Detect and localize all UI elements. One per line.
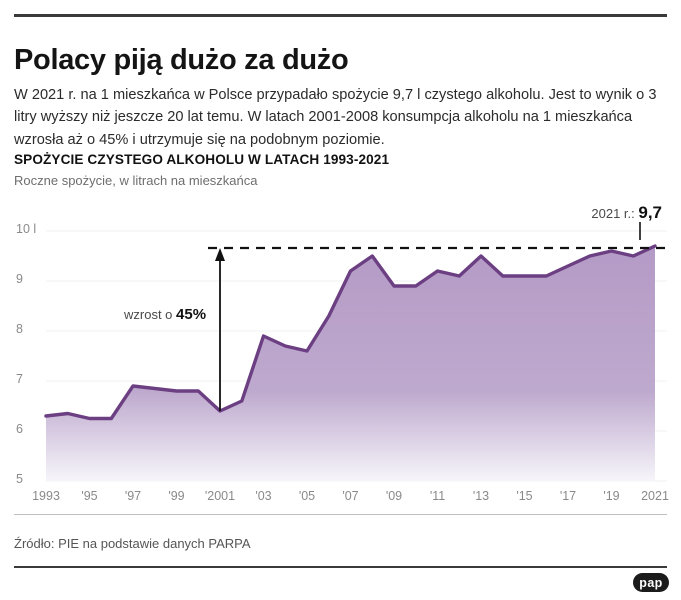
y-axis-label: 9 — [16, 272, 23, 286]
x-axis-label: '95 — [81, 489, 98, 503]
last-value-annotation: 2021 r.: 9,7 — [591, 203, 662, 223]
top-divider — [14, 14, 667, 17]
y-axis-label: 6 — [16, 422, 23, 436]
x-axis-label: '11 — [429, 489, 446, 503]
x-axis-label: '15 — [516, 489, 533, 503]
growth-annotation-prefix: wzrost o — [124, 307, 177, 322]
page-title: Polacy piją dużo za dużo — [14, 44, 349, 77]
x-axis-label: '99 — [168, 489, 185, 503]
x-axis-label: '13 — [472, 489, 490, 503]
area-fill — [46, 246, 655, 481]
y-axis-label: 8 — [16, 322, 23, 336]
x-axis-label: '19 — [603, 489, 620, 503]
x-axis-label: '03 — [255, 489, 272, 503]
source-divider — [14, 514, 667, 515]
growth-arrow — [215, 248, 225, 411]
chart-title: SPOŻYCIE CZYSTEGO ALKOHOLU W LATACH 1993… — [14, 152, 390, 167]
y-axis-label: 7 — [16, 372, 23, 386]
x-axis-label: '2001 — [204, 489, 236, 503]
last-value-prefix: 2021 r.: — [591, 206, 639, 221]
x-axis-label: '09 — [385, 489, 403, 503]
growth-annotation: wzrost o 45% — [124, 306, 206, 323]
y-axis-label: 5 — [16, 472, 23, 486]
pap-logo: pap — [633, 573, 669, 592]
data-line — [44, 244, 657, 421]
x-axis-label: 1993 — [32, 489, 60, 503]
source-note: Źródło: PIE na podstawie danych PARPA — [14, 536, 251, 551]
x-axis-label: '17 — [559, 489, 577, 503]
x-axis-label: '05 — [298, 489, 316, 503]
bottom-divider — [14, 566, 667, 568]
x-axis-label: '97 — [124, 489, 142, 503]
x-axis-label: 2021 — [641, 489, 669, 503]
last-value-number: 9,7 — [638, 203, 662, 222]
growth-annotation-value: 45% — [176, 306, 207, 323]
y-axis-label: 10 l — [16, 222, 37, 236]
lead-paragraph: W 2021 r. na 1 mieszkańca w Polsce przyp… — [14, 86, 657, 148]
chart-subtitle: Roczne spożycie, w litrach na mieszkańca — [14, 173, 258, 188]
x-axis-label: '07 — [342, 489, 359, 503]
